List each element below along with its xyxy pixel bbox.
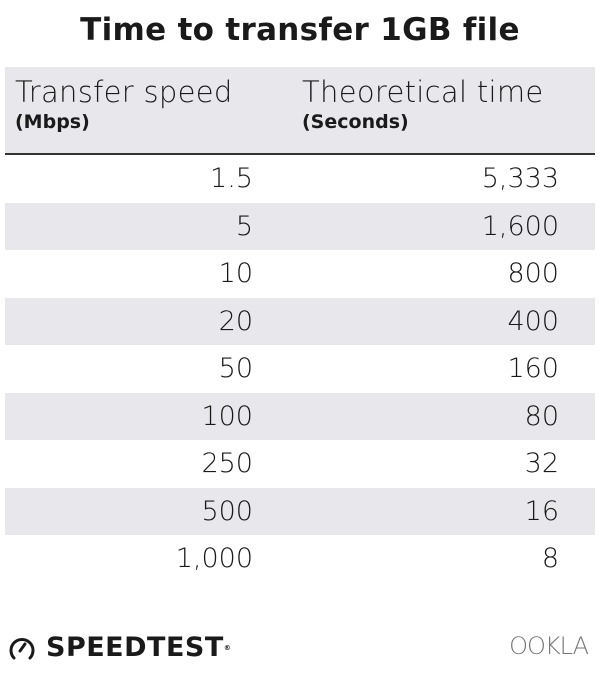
table-row: 10 800 xyxy=(5,250,595,298)
table-row: 250 32 xyxy=(5,440,595,488)
speed-cell: 1,000 xyxy=(175,543,253,574)
chart-title: Time to transfer 1GB file xyxy=(80,12,520,48)
speed-cell: 250 xyxy=(201,448,253,479)
column-unit: (Mbps) xyxy=(15,111,90,133)
ookla-logo: OOKLA xyxy=(509,632,589,660)
table-header: Transfer speed (Mbps) Theoretical time (… xyxy=(5,67,595,155)
table-row: 1,000 8 xyxy=(5,535,595,583)
time-cell: 5,333 xyxy=(481,163,559,194)
transfer-table: Transfer speed (Mbps) Theoretical time (… xyxy=(5,67,595,583)
speed-cell: 20 xyxy=(218,305,253,337)
time-cell: 80 xyxy=(524,400,559,432)
registered-mark: ® xyxy=(223,643,232,652)
column-unit: (Seconds) xyxy=(302,111,409,133)
table-row: 100 80 xyxy=(5,392,595,440)
table-row: 1.5 5,333 xyxy=(5,155,595,203)
time-cell: 160 xyxy=(507,353,559,384)
speedtest-wordmark: SPEEDTEST xyxy=(46,632,224,663)
speed-cell: 100 xyxy=(201,400,253,432)
speed-cell: 500 xyxy=(201,495,253,527)
speed-cell: 1.5 xyxy=(210,163,253,194)
column-label: Theoretical time xyxy=(302,75,544,109)
gauge-icon xyxy=(9,637,35,659)
time-cell: 8 xyxy=(541,543,559,574)
column-header-speed: Transfer speed (Mbps) xyxy=(15,75,233,133)
time-cell: 16 xyxy=(524,495,559,527)
table-row: 500 16 xyxy=(5,487,595,535)
column-label: Transfer speed xyxy=(15,75,233,109)
table-body: 1.5 5,333 5 1,600 10 800 20 400 50 160 100 80 250 32 5… xyxy=(5,155,595,583)
footer: SPEEDTEST ® OOKLA xyxy=(0,628,600,668)
time-cell: 1,600 xyxy=(481,210,559,242)
speed-cell: 50 xyxy=(218,353,253,384)
time-cell: 800 xyxy=(507,258,559,289)
table-row: 20 400 xyxy=(5,297,595,345)
column-header-time: Theoretical time (Seconds) xyxy=(302,75,544,133)
time-cell: 32 xyxy=(524,448,559,479)
table-row: 50 160 xyxy=(5,345,595,393)
time-cell: 400 xyxy=(507,305,559,337)
speed-cell: 5 xyxy=(235,210,253,242)
table-row: 5 1,600 xyxy=(5,202,595,250)
speedtest-logo: SPEEDTEST ® xyxy=(8,632,231,663)
speed-cell: 10 xyxy=(218,258,253,289)
